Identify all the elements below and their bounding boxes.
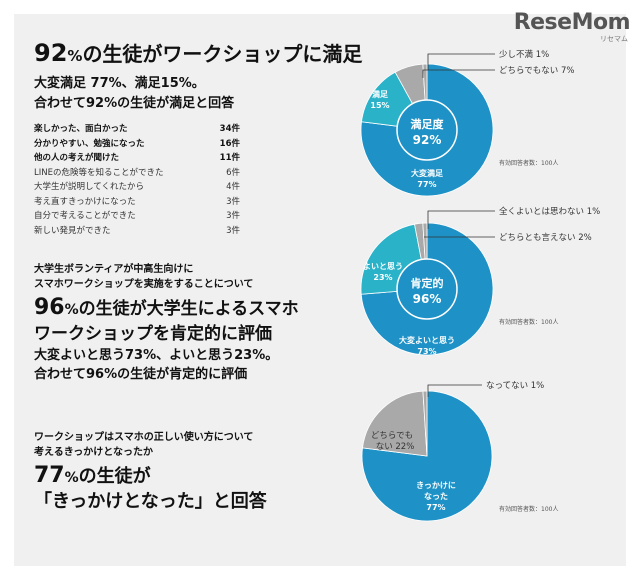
- section1-headline-percent: %: [67, 47, 83, 65]
- section2-headline-line1: 96%の生徒が大学生によるスマホ: [34, 294, 299, 320]
- pie-inner-value-large: 77%: [417, 180, 436, 189]
- reason-row: 他の人の考えが聞けた 11件: [34, 151, 240, 166]
- section2-sub2: 合わせて96%の生徒が肯定的に評価: [34, 367, 248, 382]
- section2-headline-text1: の生徒が大学生によるスマホ: [78, 299, 299, 319]
- annotation-leader: [427, 210, 495, 229]
- pie-inner-label-large-2: なった: [424, 491, 448, 501]
- reason-row: 新しい発見ができた 3件: [34, 224, 240, 239]
- reason-label: 分かりやすい、勉強になった: [34, 138, 145, 149]
- respondents-note: 有効回答者数：100人: [499, 505, 558, 513]
- annotation-label: どちらでもない 7%: [499, 66, 574, 76]
- pie-center-value: 92%: [413, 133, 442, 147]
- annotation-label: 少し不満 1%: [499, 50, 549, 60]
- section3-headline-text1: の生徒が: [78, 466, 151, 487]
- pie-slice: [422, 390, 428, 457]
- annotation-label: どちらとも言えない 2%: [499, 232, 592, 243]
- section2-headline-percent: %: [64, 302, 79, 318]
- annotation-label: 全くよいとは思わない 1%: [499, 206, 600, 217]
- reason-count: 3件: [226, 211, 240, 221]
- pie-inner-value-mid: 15%: [370, 101, 389, 110]
- section2-sub1: 大変よいと思う73%、よいと思う23%。: [34, 348, 279, 363]
- pie-center-label: 満足度: [411, 117, 445, 131]
- pie-slice: [360, 63, 494, 197]
- pie-center-disc: [396, 99, 458, 161]
- reason-row: LINEの危険等を知ることができた 6件: [34, 166, 240, 181]
- reason-count: 4件: [226, 182, 240, 192]
- pie-inner-label-large: きっかけに: [416, 481, 456, 490]
- reason-label: 大学生が説明してくれたから: [34, 182, 144, 192]
- reason-label: 自分で考えることができた: [34, 211, 136, 221]
- pie-inner-label-mid: どちらでも: [371, 431, 413, 441]
- annotation-leader: [422, 69, 495, 78]
- section3-headline-percent: %: [64, 470, 79, 486]
- logo-subtext: リセマム: [600, 35, 628, 43]
- reason-label: 他の人の考えが聞けた: [34, 153, 120, 163]
- pie-inner-label-mid: よいと思う: [363, 262, 403, 271]
- pie-inner-value-large: 73%: [417, 347, 436, 356]
- pie-slice: [361, 390, 493, 522]
- pie-inner-label-large: 大変よいと思う: [399, 335, 455, 345]
- pie-center-value: 96%: [413, 292, 442, 306]
- section1-headline-number: 92: [34, 39, 68, 67]
- section1-headline: 92%の生徒がワークショップに満足: [34, 38, 362, 67]
- respondents-note: 有効回答者数：100人: [499, 318, 558, 326]
- section2-intro1: 大学生ボランティアが中高生向けに: [34, 264, 194, 275]
- section3-headline-line1: 77%の生徒が: [34, 462, 151, 488]
- resemom-logo[interactable]: ReseMom: [513, 10, 631, 35]
- reason-count: 34件: [219, 124, 240, 134]
- reason-count: 3件: [226, 225, 240, 236]
- reason-count: 11件: [219, 153, 240, 163]
- pie-center-label: 肯定的: [411, 276, 444, 290]
- reason-row: 大学生が説明してくれたから 4件: [34, 180, 240, 195]
- reason-label: 新しい発見ができた: [34, 225, 111, 236]
- reason-row: 楽しかった、面白かった 34件: [34, 122, 240, 137]
- reason-label: 考え直すきっかけになった: [34, 196, 136, 207]
- pie-inner-label-mid: 満足: [372, 89, 389, 99]
- section3-headline-line2: 「きっかけとなった」と回答: [34, 491, 267, 512]
- reason-row: 自分で考えることができた 3件: [34, 209, 240, 224]
- reason-count: 16件: [219, 138, 240, 149]
- annotation-leader: [427, 384, 482, 397]
- pie-inner-value-mid: 23%: [373, 273, 392, 282]
- pie-slice: [362, 390, 428, 457]
- reason-count: 6件: [226, 167, 240, 178]
- section3-headline-number: 77: [34, 463, 65, 488]
- pie-inner-label-large: 大変満足: [411, 168, 444, 178]
- section1-headline-text: の生徒がワークショップに満足: [82, 42, 363, 66]
- reason-row: 分かりやすい、勉強になった 16件: [34, 137, 240, 152]
- reason-count: 3件: [226, 196, 240, 207]
- pie-inner-value-mid: ない 22%: [376, 442, 415, 452]
- section2-headline-number: 96: [34, 295, 65, 320]
- section1-sub2: 合わせて92%の生徒が満足と回答: [34, 96, 235, 111]
- reason-label: LINEの危険等を知ることができた: [34, 167, 164, 178]
- reason-label: 楽しかった、面白かった: [34, 124, 128, 134]
- pie-center-disc: [396, 258, 458, 320]
- pie-inner-value-large: 77%: [426, 503, 445, 512]
- section2-headline-line2: ワークショップを肯定的に評価: [34, 324, 272, 344]
- logo-text: ReseMom: [513, 10, 631, 35]
- section3-intro2: 考えるきっかけとなったか: [34, 447, 153, 458]
- section3-intro1: ワークショップはスマホの正しい使い方について: [34, 432, 254, 443]
- reason-row: 考え直すきっかけになった 3件: [34, 195, 240, 210]
- annotation-leader: [427, 53, 495, 70]
- infographic-panel: [14, 14, 626, 566]
- respondents-note: 有効回答者数：100人: [499, 159, 558, 167]
- annotation-label: なってない 1%: [486, 381, 544, 391]
- reason-list: 楽しかった、面白かった 34件分かりやすい、勉強になった 16件他の人の考えが聞けた…: [34, 122, 240, 238]
- section1-sub1: 大変満足 77%、満足15%。: [34, 76, 205, 91]
- section2-intro2: スマホワークショップを実施をすることについて: [34, 279, 254, 290]
